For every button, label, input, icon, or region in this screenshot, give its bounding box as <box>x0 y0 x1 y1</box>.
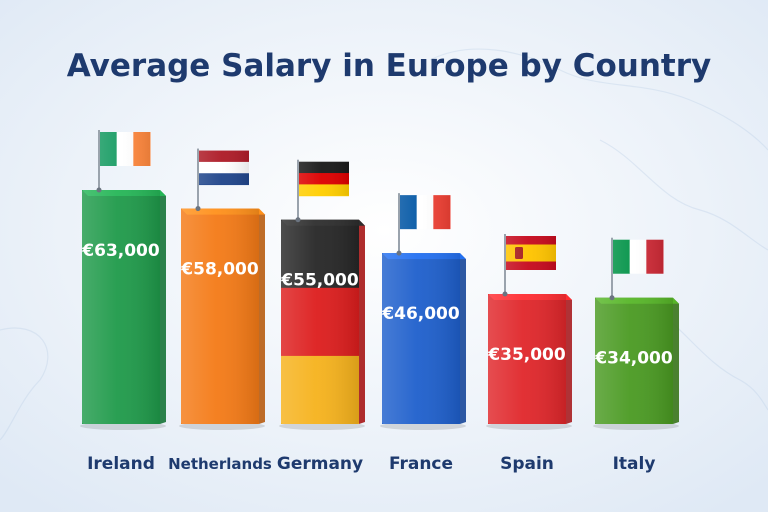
bars-group: €63,000 €58,000 €55,000 €46,000 €35,000 €34,0… <box>80 130 679 430</box>
flag-pole-base <box>195 206 201 212</box>
flag-shading <box>613 239 663 274</box>
flag-pole-base <box>295 217 301 223</box>
flag-germany <box>299 161 349 197</box>
flag-shading <box>199 150 249 185</box>
bar-netherlands: €58,000 <box>179 148 265 430</box>
flag-shading <box>400 195 450 230</box>
flag-pole-base <box>609 295 615 301</box>
flag-italy <box>613 239 664 274</box>
value-label-france: €46,000 <box>381 304 460 324</box>
category-label-ireland: Ireland <box>87 454 155 474</box>
bar-shine <box>82 190 160 424</box>
flag-pole-base <box>96 187 102 193</box>
bar-side <box>460 253 466 424</box>
category-label-france: France <box>389 454 453 474</box>
flag-shading <box>506 236 556 270</box>
value-label-netherlands: €58,000 <box>180 260 259 280</box>
flag-netherlands <box>199 150 249 186</box>
flag-france <box>400 195 451 230</box>
flag-pole-base <box>502 291 508 297</box>
flag-pole-base <box>396 250 402 256</box>
bar-shine <box>488 294 566 424</box>
bar-spain: €35,000 <box>486 234 572 430</box>
bar-shine <box>382 253 460 424</box>
category-label-italy: Italy <box>613 454 656 474</box>
chart-title: Average Salary in Europe by Country <box>67 48 711 84</box>
bar-ireland: €63,000 <box>80 130 166 430</box>
bar-side <box>673 297 679 424</box>
bar-germany: €55,000 <box>279 159 365 430</box>
value-label-ireland: €63,000 <box>81 241 160 261</box>
flag-shading <box>100 132 150 166</box>
value-label-spain: €35,000 <box>487 345 566 365</box>
flag-ireland <box>100 132 151 166</box>
flag-shading <box>299 161 349 196</box>
bar-shine <box>595 297 673 424</box>
bar-italy: €34,000 <box>593 237 679 430</box>
bar-side <box>160 190 166 424</box>
bar-shine <box>181 208 259 424</box>
bar-shine <box>281 219 359 424</box>
bar-side <box>566 294 572 424</box>
bar-side <box>359 219 365 424</box>
category-label-spain: Spain <box>500 454 554 474</box>
category-labels: Ireland Netherlands Germany France Spain Ital… <box>87 454 655 474</box>
value-label-italy: €34,000 <box>594 349 673 369</box>
category-label-germany: Germany <box>277 454 363 474</box>
bar-side <box>259 208 265 424</box>
category-label-netherlands: Netherlands <box>168 455 272 473</box>
flag-spain <box>506 236 556 270</box>
bar-france: €46,000 <box>380 193 466 430</box>
value-label-germany: €55,000 <box>280 271 359 291</box>
